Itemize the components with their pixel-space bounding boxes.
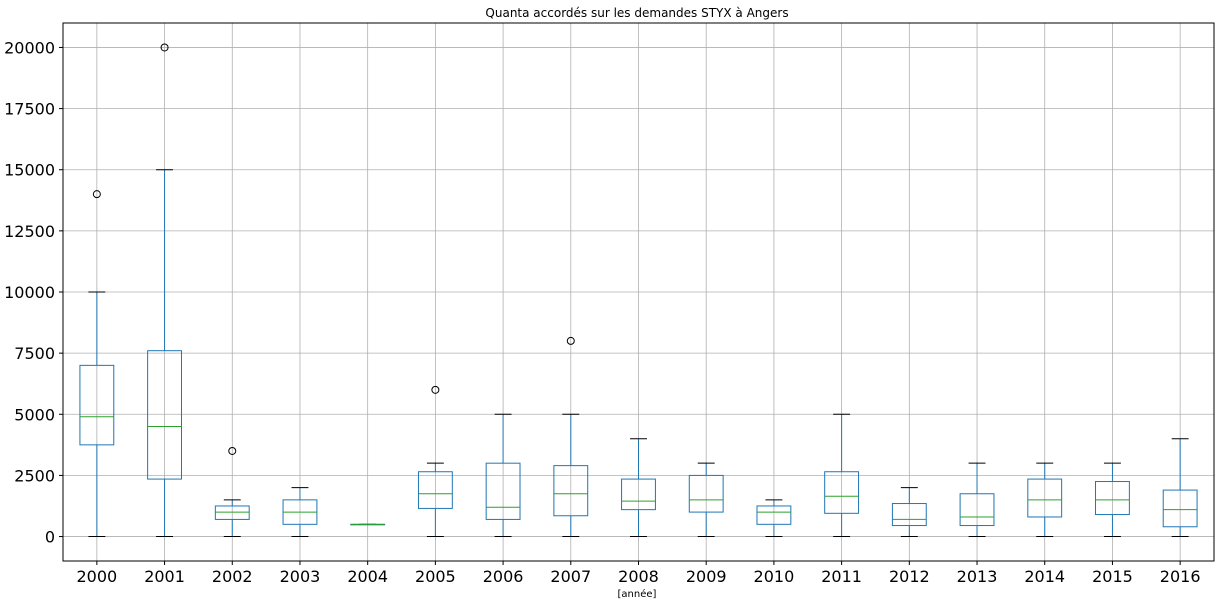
box-2014 [1027,462,1063,538]
box-2009 [688,462,724,538]
x-tick-label: 2001 [144,567,185,586]
outlier-point [566,336,575,345]
x-tick-label: 2005 [415,567,456,586]
box-2003 [282,487,318,538]
y-tick-label: 5000 [14,405,55,424]
box-2016 [1162,438,1198,538]
box-2013 [959,462,995,538]
iqr-box [1027,478,1063,518]
x-tick-label: 2009 [686,567,727,586]
box-2002 [214,446,250,538]
x-tick-label: 2010 [754,567,795,586]
x-tick-label: 2004 [347,567,388,586]
x-axis-label: [année] [618,588,657,600]
x-tick-label: 2000 [76,567,117,586]
iqr-box [756,505,792,525]
iqr-box [147,350,182,480]
x-tick-label: 2006 [483,567,524,586]
x-tick-label: 2002 [212,567,253,586]
y-tick-label: 15000 [4,161,55,180]
plot-frame [62,22,1215,562]
x-tick-label: 2016 [1160,567,1201,586]
x-tick-label: 2008 [618,567,659,586]
iqr-box [214,505,250,520]
x-tick-label: 2007 [550,567,591,586]
iqr-box [485,462,521,520]
box-2004 [350,523,386,526]
outlier-point [160,43,169,52]
y-tick-label: 17500 [4,100,55,119]
y-tick-label: 0 [45,528,55,547]
box-2010 [756,499,792,538]
y-tick-label: 7500 [14,344,55,363]
box-2005 [417,385,453,538]
y-tick-label: 20000 [4,38,55,57]
outlier-point [431,385,440,394]
box-2007 [553,336,589,538]
box-2011 [824,413,860,538]
boxes-layer [79,43,1198,538]
y-tick-label: 10000 [4,283,55,302]
outlier-point [92,190,101,199]
box-2015 [1095,462,1130,538]
iqr-box [1095,481,1130,516]
x-tick-label: 2014 [1024,567,1065,586]
iqr-box [1162,489,1198,528]
x-axis-ticks: 2000 2001 2002 2003 2004 2005 2006 2007 2008 2009… [76,561,1201,586]
x-tick-label: 2013 [957,567,998,586]
x-tick-label: 2012 [889,567,930,586]
iqr-box [891,503,927,527]
box-2006 [485,413,521,538]
y-tick-label: 2500 [14,466,55,485]
grid-layer [63,23,1214,561]
box-2008 [621,438,656,538]
iqr-box [79,364,115,446]
y-axis-ticks: 0 2500 5000 7500 10000 12500 15000 17500 20000 [4,38,63,547]
box-2001 [147,43,182,538]
chart-title: Quanta accordés sur les demandes STYX à … [485,6,788,20]
iqr-box [621,478,656,511]
y-tick-label: 12500 [4,222,55,241]
iqr-box [688,474,724,513]
box-2012 [891,487,927,538]
iqr-box [824,471,860,514]
x-tick-label: 2003 [280,567,321,586]
x-tick-label: 2015 [1092,567,1133,586]
x-tick-label: 2011 [821,567,862,586]
outlier-point [228,446,237,455]
iqr-box [553,465,589,517]
iqr-box [959,493,995,527]
iqr-box [417,471,453,509]
box-2000 [79,190,115,538]
